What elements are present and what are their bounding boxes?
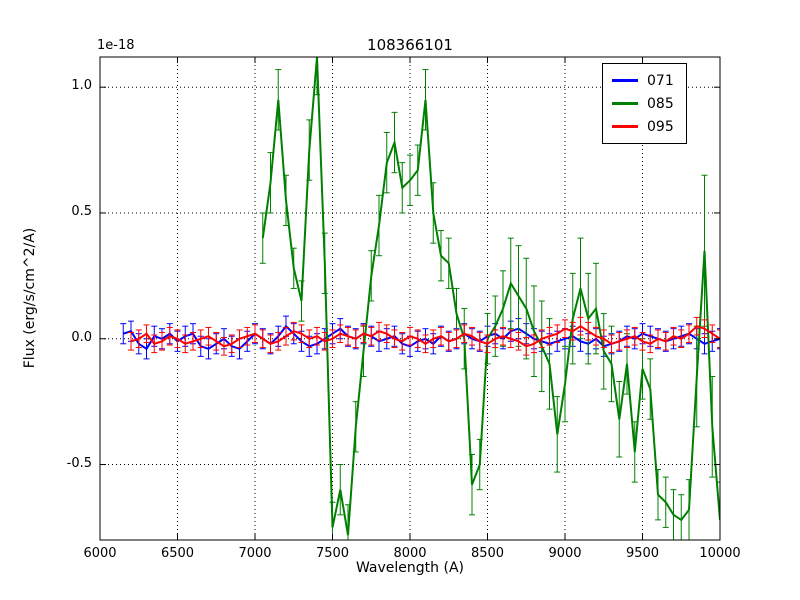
x-tick-label: 7000 <box>238 546 272 561</box>
x-tick-label: 6000 <box>83 546 117 561</box>
legend-item-095: 095 <box>612 115 674 138</box>
legend-line-swatch <box>612 79 638 82</box>
y-tick-label: 1.0 <box>71 78 92 94</box>
legend-line-swatch <box>612 125 638 128</box>
legend-label: 071 <box>647 72 674 89</box>
y-tick-label: -0.5 <box>66 455 92 471</box>
legend-item-071: 071 <box>612 69 674 92</box>
chart-title: 108366101 <box>367 36 453 54</box>
legend: 071 085 095 <box>602 63 687 144</box>
y-axis-label: Flux (erg/s/cm^2/A) <box>22 227 38 369</box>
y-tick-label: 0.0 <box>71 329 92 345</box>
x-tick-label: 9000 <box>548 546 582 561</box>
legend-label: 095 <box>647 118 674 135</box>
x-tick-label: 8500 <box>470 546 505 561</box>
legend-item-085: 085 <box>612 92 674 115</box>
y-tick-label: 0.5 <box>71 203 92 219</box>
x-tick-label: 6500 <box>160 546 195 561</box>
x-axis-label: Wavelength (A) <box>355 560 464 576</box>
x-tick-label: 10000 <box>699 546 741 561</box>
legend-line-swatch <box>612 102 638 105</box>
x-tick-label: 7500 <box>315 546 350 561</box>
x-tick-label: 8000 <box>393 546 427 561</box>
y-axis-offset-label: 1e-18 <box>97 38 135 53</box>
legend-label: 085 <box>647 95 674 112</box>
x-tick-label: 9500 <box>625 546 660 561</box>
